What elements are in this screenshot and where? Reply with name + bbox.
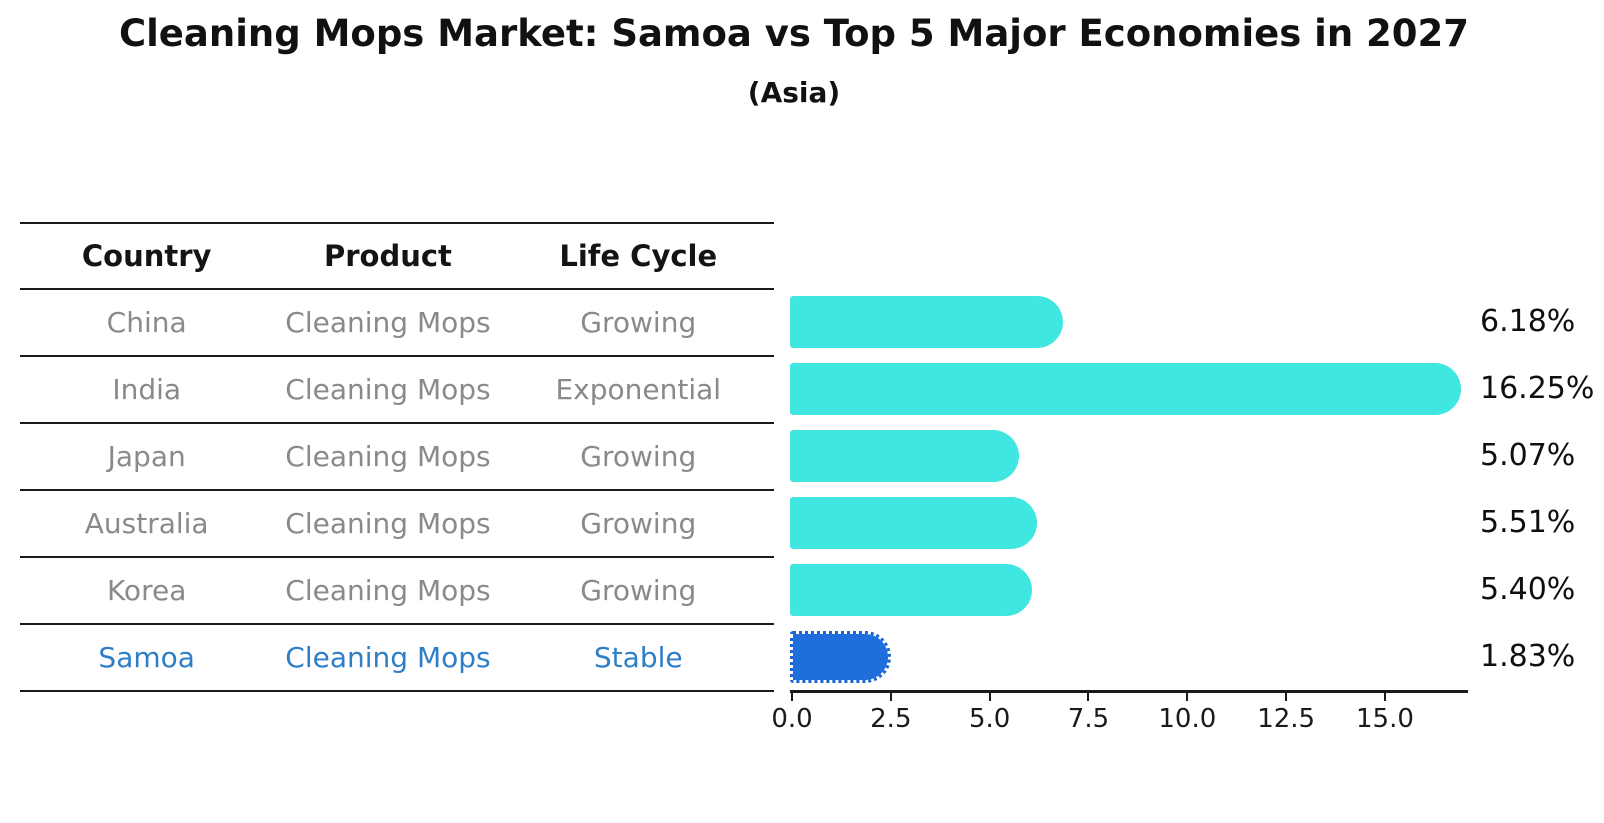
cell-product: Cleaning Mops — [285, 306, 491, 339]
table-row-china: China Cleaning Mops Growing — [20, 290, 774, 357]
x-tick-label: 12.5 — [1257, 704, 1316, 734]
cell-country: Japan — [107, 440, 186, 473]
cell-life-cycle: Growing — [580, 440, 697, 473]
bar-india — [790, 362, 1461, 415]
cell-life-cycle: Stable — [593, 641, 683, 674]
cell-product: Cleaning Mops — [285, 507, 491, 540]
cell-life-cycle: Growing — [580, 507, 697, 540]
cell-life-cycle: Growing — [580, 306, 697, 339]
cell-life-cycle: Exponential — [555, 373, 722, 406]
x-tick-label: 0.0 — [771, 704, 813, 734]
chart-title: Cleaning Mops Market: Samoa vs Top 5 Maj… — [118, 12, 1470, 55]
cell-product: Cleaning Mops — [285, 440, 491, 473]
table-row-samoa: Samoa Cleaning Mops Stable — [20, 625, 774, 692]
cell-country: Samoa — [98, 641, 195, 674]
table-row-japan: Japan Cleaning Mops Growing — [20, 424, 774, 491]
bar-australia — [790, 496, 1037, 549]
x-axis-line — [790, 690, 1468, 693]
x-tick-label: 2.5 — [870, 704, 912, 734]
value-label-samoa: 1.83% — [1480, 638, 1576, 674]
x-axis-tick — [1383, 692, 1386, 701]
value-label-korea: 5.40% — [1480, 571, 1576, 607]
value-label-china: 6.18% — [1480, 303, 1576, 339]
table-row-australia: Australia Cleaning Mops Growing — [20, 491, 774, 558]
x-tick-label: 15.0 — [1356, 704, 1414, 734]
table-row-korea: Korea Cleaning Mops Growing — [20, 558, 774, 625]
x-axis-tick — [1285, 692, 1288, 701]
column-header-product: Product — [323, 239, 452, 273]
table-row-india: India Cleaning Mops Exponential — [20, 357, 774, 424]
x-axis-tick — [791, 692, 793, 701]
bar-china — [790, 295, 1063, 348]
column-header-life-cycle: Life Cycle — [559, 239, 718, 273]
x-tick-label: 7.5 — [1067, 704, 1110, 734]
bar-samoa — [790, 630, 891, 683]
cell-country: Korea — [106, 574, 187, 607]
value-label-india: 16.25% — [1480, 370, 1595, 406]
cell-product: Cleaning Mops — [285, 574, 491, 607]
bar-korea — [790, 563, 1032, 616]
x-axis-tick — [889, 692, 892, 701]
x-tick-label: 10.0 — [1158, 704, 1217, 734]
chart-subtitle: (Asia) — [747, 76, 841, 109]
cell-product: Cleaning Mops — [285, 641, 491, 674]
x-axis-tick — [988, 692, 991, 701]
value-label-australia: 5.51% — [1480, 504, 1576, 540]
cell-country: Australia — [84, 507, 209, 540]
cell-country: China — [106, 306, 187, 339]
cell-life-cycle: Growing — [580, 574, 697, 607]
cell-product: Cleaning Mops — [285, 373, 491, 406]
country-table: Country Product Life Cycle China Cleanin… — [20, 222, 774, 692]
x-axis-tick — [1186, 692, 1189, 701]
column-header-country: Country — [81, 239, 212, 273]
table-header-row: Country Product Life Cycle — [20, 224, 774, 290]
value-label-japan: 5.07% — [1480, 437, 1576, 473]
cell-country: India — [112, 373, 182, 406]
x-tick-label: 5.0 — [968, 704, 1011, 734]
x-axis-tick — [1087, 692, 1090, 701]
bar-japan — [790, 429, 1019, 482]
